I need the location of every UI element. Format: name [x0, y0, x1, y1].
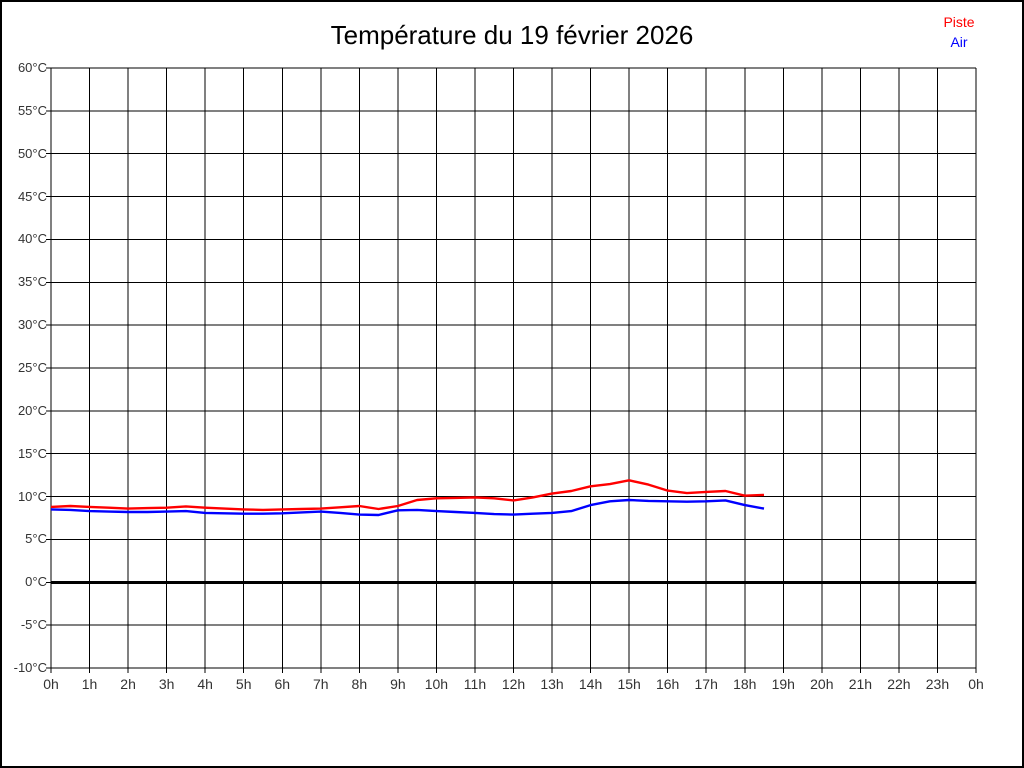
x-tick-label: 13h [540, 676, 564, 692]
x-tick-label: 8h [351, 676, 368, 692]
x-tick-label: 11h [463, 676, 487, 692]
y-tick-label: 45°C [17, 188, 47, 204]
x-tick-label: 23h [925, 676, 950, 692]
y-tick-label: 5°C [25, 531, 47, 547]
x-tick-label: 18h [733, 676, 757, 692]
x-tick-label: 7h [312, 676, 329, 692]
y-tick-label: 0°C [25, 574, 47, 590]
chart-title: Température du 19 février 2026 [330, 20, 694, 50]
legend-item-air: Air [950, 34, 968, 50]
y-tick-label: 30°C [17, 317, 47, 333]
y-tick-label: -5°C [20, 617, 47, 633]
x-tick-label: 2h [120, 676, 136, 692]
x-tick-label: 6h [274, 676, 291, 692]
y-tick-label: 40°C [17, 231, 47, 247]
y-tick-label: 25°C [17, 360, 47, 375]
x-tick-label: 1h [81, 676, 98, 692]
x-tick-label: 17h [694, 676, 718, 692]
y-tick-label: 55°C [17, 102, 47, 118]
y-tick-label: 50°C [17, 145, 47, 161]
legend: Piste Air [914, 14, 1004, 51]
x-tick-label: 16h [655, 676, 680, 692]
x-tick-label: 5h [235, 676, 252, 692]
x-tick-label: 10h [424, 676, 449, 692]
y-tick-label: 10°C [17, 488, 47, 504]
x-tick-label: 12h [501, 676, 526, 692]
x-tick-label: 0h [968, 676, 984, 692]
x-tick-label: 14h [578, 676, 603, 692]
y-tick-label: 20°C [17, 402, 47, 418]
series-line-piste [50, 479, 765, 512]
x-tick-label: 21h [848, 676, 873, 692]
x-tick-label: 19h [771, 676, 795, 692]
x-tick-label: 15h [617, 676, 641, 692]
y-tick-label: -10°C [13, 660, 47, 675]
y-tick-label: 15°C [17, 445, 47, 461]
x-tick-label: 3h [158, 676, 175, 692]
x-tick-label: 9h [390, 676, 406, 692]
legend-item-piste: Piste [943, 14, 975, 30]
x-tick-label: 4h [197, 676, 213, 692]
x-tick-label: 0h [43, 676, 59, 692]
series-line-air [50, 498, 765, 517]
x-tick-label: 20h [810, 676, 834, 692]
x-tick-label: 22h [887, 676, 911, 692]
y-tick-label: 60°C [17, 60, 47, 75]
y-tick-label: 35°C [17, 274, 47, 290]
